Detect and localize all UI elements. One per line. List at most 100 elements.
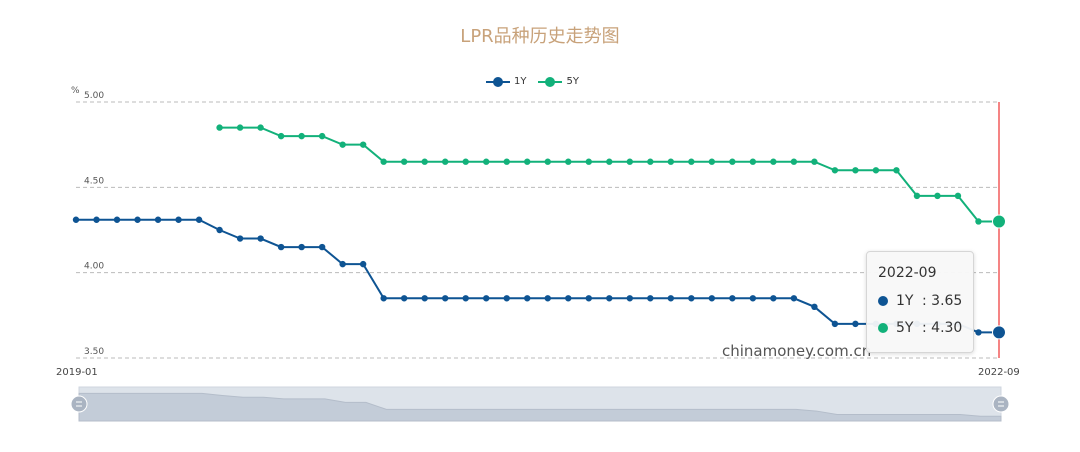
data-point-5y <box>380 158 387 165</box>
data-point-5y <box>749 158 757 165</box>
data-point-5y <box>831 167 839 174</box>
data-point-1y <box>93 216 100 223</box>
data-point-5y <box>893 167 900 174</box>
data-point-5y <box>975 218 982 225</box>
data-point-5y <box>257 124 264 131</box>
tooltip-value-1y: : 3.65 <box>922 293 963 309</box>
y-tick-label: 5.00 <box>84 91 104 101</box>
data-point-1y <box>298 243 305 251</box>
data-point-1y <box>503 295 510 302</box>
data-point-1y <box>483 295 490 302</box>
data-point-5y <box>934 192 941 200</box>
legend-swatch-5y <box>538 76 563 87</box>
series-line-5y <box>219 126 999 223</box>
data-point-1y <box>811 303 818 310</box>
data-point-1y <box>831 320 839 328</box>
data-point-1y <box>524 295 531 302</box>
data-point-5y <box>421 158 428 165</box>
watermark: chinamoney.com.cn <box>722 342 872 360</box>
data-point-5y <box>790 158 798 165</box>
data-point-1y <box>975 329 982 336</box>
data-point-1y <box>339 260 346 268</box>
y-tick-label: 3.50 <box>84 347 104 357</box>
data-point-1y <box>113 216 121 223</box>
data-point-1y <box>688 295 695 302</box>
data-point-1y <box>992 325 1006 340</box>
data-point-1y <box>257 235 264 242</box>
legend-label-5y: 5Y <box>566 76 579 87</box>
data-point-5y <box>400 158 408 165</box>
tooltip-dot-5y <box>878 323 888 333</box>
tooltip-dot-1y <box>878 296 888 306</box>
data-point-1y <box>195 216 203 223</box>
data-point-5y <box>585 158 592 165</box>
data-point-5y <box>606 158 613 165</box>
data-point-5y <box>483 158 490 165</box>
chart-title: LPR品种历史走势图 <box>460 26 620 47</box>
data-point-5y <box>852 167 859 174</box>
data-point-1y <box>421 295 428 302</box>
data-point-5y <box>544 158 551 165</box>
data-point-1y <box>277 243 285 251</box>
data-point-1y <box>359 260 367 268</box>
tooltip-name-1y: 1Y <box>896 293 914 309</box>
data-point-5y <box>708 158 716 165</box>
data-point-5y <box>667 158 675 165</box>
data-tooltip: 2022-09 1Y : 3.65 5Y : 4.30 <box>866 251 974 353</box>
data-point-1y <box>400 295 408 302</box>
data-point-1y <box>175 216 182 223</box>
data-point-1y <box>667 295 675 302</box>
x-end-label: 2022-09 <box>978 367 1020 378</box>
tooltip-date: 2022-09 <box>878 265 937 281</box>
data-point-1y <box>852 320 859 328</box>
data-point-5y <box>442 158 449 165</box>
data-point-1y <box>236 235 244 242</box>
data-point-1y <box>72 216 80 223</box>
data-point-5y <box>277 132 285 140</box>
data-point-1y <box>606 295 613 302</box>
data-point-5y <box>216 124 223 131</box>
zoom-handle-left[interactable] <box>70 395 88 413</box>
data-point-1y <box>154 216 162 223</box>
data-point-5y <box>236 124 244 131</box>
data-point-5y <box>872 167 880 174</box>
data-point-5y <box>954 192 962 200</box>
tooltip-row-1y: 1Y : 3.65 <box>878 293 962 309</box>
data-point-5y <box>298 132 305 140</box>
data-point-5y <box>811 158 818 165</box>
legend-label-1y: 1Y <box>514 76 527 87</box>
data-point-1y <box>318 243 326 251</box>
zoom-handle-right[interactable] <box>992 395 1010 413</box>
data-point-5y <box>565 158 572 165</box>
data-point-1y <box>647 295 654 302</box>
data-point-5y <box>647 158 654 165</box>
data-point-5y <box>626 158 633 165</box>
tooltip-value-5y: : 4.30 <box>922 320 963 336</box>
data-point-1y <box>729 295 736 302</box>
data-point-5y <box>339 141 346 148</box>
tooltip-row-5y: 5Y : 4.30 <box>878 320 962 336</box>
data-point-1y <box>626 295 633 302</box>
data-point-1y <box>585 295 592 302</box>
y-tick-label: 4.00 <box>84 262 104 272</box>
tooltip-name-5y: 5Y <box>896 320 914 336</box>
zoom-slider-preview <box>78 392 1002 422</box>
data-point-1y <box>462 295 469 302</box>
data-point-1y <box>134 216 141 223</box>
legend-swatch-1y <box>486 76 510 87</box>
data-point-5y <box>729 158 736 165</box>
data-point-5y <box>992 214 1006 229</box>
chart-legend: 1Y 5Y <box>486 76 579 87</box>
data-point-1y <box>544 295 551 302</box>
data-point-5y <box>318 132 326 140</box>
data-point-1y <box>770 295 777 302</box>
data-point-1y <box>216 226 223 234</box>
data-point-1y <box>749 295 757 302</box>
data-point-5y <box>770 158 777 165</box>
legend-item-1y[interactable]: 1Y <box>486 76 526 87</box>
data-point-5y <box>688 158 695 165</box>
data-point-1y <box>380 295 387 302</box>
data-point-1y <box>442 295 449 302</box>
legend-item-5y[interactable]: 5Y <box>538 76 579 87</box>
